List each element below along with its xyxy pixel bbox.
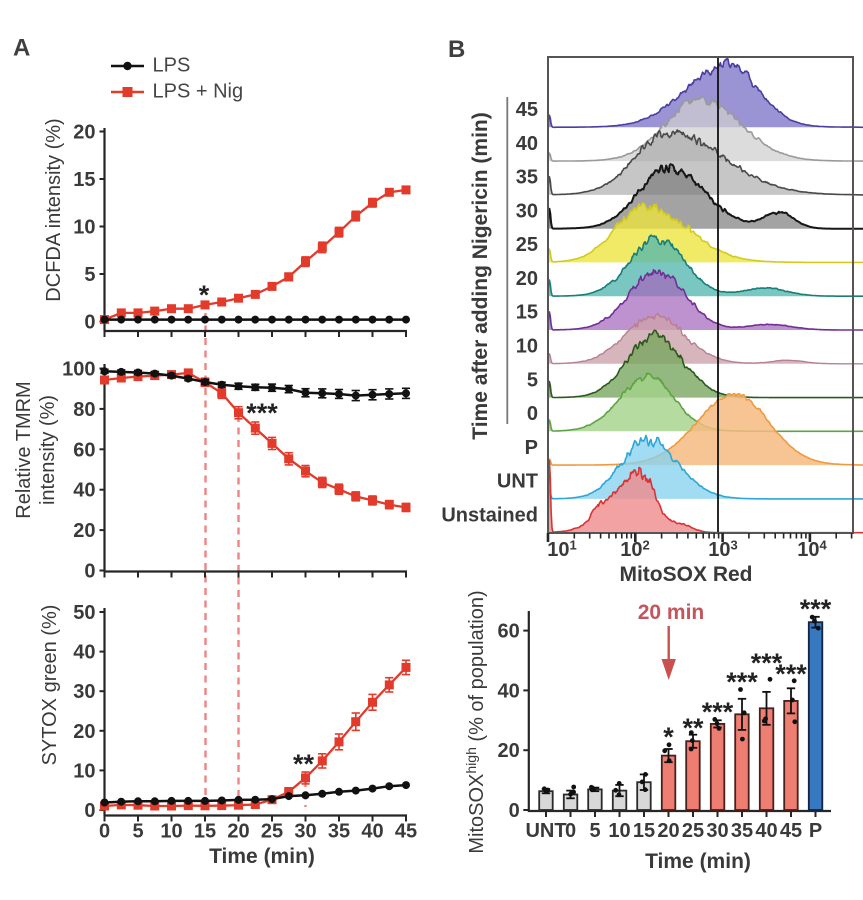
svg-text:**: **: [293, 749, 315, 779]
svg-text:*: *: [663, 722, 674, 752]
svg-text:60: 60: [73, 439, 95, 461]
svg-text:20: 20: [516, 268, 538, 290]
svg-text:***: ***: [246, 398, 278, 428]
svg-text:35: 35: [516, 167, 538, 189]
svg-text:20 min: 20 min: [638, 601, 705, 624]
svg-text:Time (min): Time (min): [209, 845, 315, 868]
svg-text:0: 0: [99, 821, 110, 843]
svg-text:***: ***: [702, 697, 734, 727]
svg-text:20: 20: [73, 721, 95, 743]
svg-text:50: 50: [73, 602, 95, 624]
svg-text:0: 0: [84, 561, 95, 583]
svg-text:103: 103: [708, 538, 737, 562]
svg-text:0: 0: [527, 403, 538, 425]
svg-text:P: P: [525, 437, 538, 459]
svg-text:MitoSOX Red: MitoSOX Red: [619, 563, 752, 586]
svg-text:intensity (%): intensity (%): [37, 395, 59, 505]
svg-text:UNT: UNT: [497, 471, 538, 493]
svg-text:Time (min): Time (min): [645, 850, 751, 873]
svg-text:80: 80: [73, 399, 95, 421]
svg-text:DCFDA intensity (%): DCFDA intensity (%): [43, 118, 65, 301]
svg-text:15: 15: [73, 169, 95, 191]
svg-text:15: 15: [633, 820, 655, 842]
svg-text:0: 0: [565, 820, 576, 842]
svg-text:LPS: LPS: [153, 55, 191, 77]
svg-text:40: 40: [361, 821, 383, 843]
svg-text:5: 5: [132, 821, 143, 843]
svg-text:***: ***: [726, 667, 758, 697]
svg-text:15: 15: [516, 302, 538, 324]
svg-text:***: ***: [751, 648, 783, 678]
svg-text:Time after adding Nigericin (m: Time after adding Nigericin (min): [469, 112, 492, 440]
svg-text:30: 30: [73, 681, 95, 703]
svg-text:20: 20: [227, 821, 249, 843]
svg-text:40: 40: [73, 642, 95, 664]
svg-text:25: 25: [682, 820, 704, 842]
svg-text:Unstained: Unstained: [441, 504, 538, 526]
svg-text:5: 5: [527, 369, 538, 391]
svg-text:20: 20: [73, 520, 95, 542]
svg-text:***: ***: [800, 594, 832, 624]
svg-text:101: 101: [547, 538, 576, 562]
svg-text:30: 30: [706, 820, 728, 842]
svg-text:10: 10: [608, 820, 630, 842]
svg-text:P: P: [809, 820, 822, 842]
svg-text:MitoSOXhigh (% of population): MitoSOXhigh (% of population): [463, 590, 488, 853]
svg-text:10: 10: [516, 336, 538, 358]
svg-text:60: 60: [498, 621, 520, 643]
svg-text:10: 10: [73, 760, 95, 782]
svg-text:45: 45: [780, 820, 802, 842]
svg-text:40: 40: [498, 680, 520, 702]
svg-text:10: 10: [73, 217, 95, 239]
svg-text:20: 20: [657, 820, 679, 842]
svg-text:LPS + Nig: LPS + Nig: [153, 81, 244, 103]
svg-text:45: 45: [516, 99, 538, 121]
svg-text:*: *: [199, 280, 210, 310]
svg-text:45: 45: [395, 821, 417, 843]
svg-text:102: 102: [620, 538, 649, 562]
svg-text:Relative TMRM: Relative TMRM: [13, 381, 35, 518]
svg-text:35: 35: [328, 821, 350, 843]
svg-text:5: 5: [589, 820, 600, 842]
svg-text:30: 30: [294, 821, 316, 843]
svg-text:**: **: [682, 713, 704, 743]
svg-text:25: 25: [261, 821, 283, 843]
svg-text:25: 25: [516, 234, 538, 256]
svg-text:B: B: [448, 36, 465, 63]
svg-text:35: 35: [731, 820, 753, 842]
svg-text:UNT: UNT: [525, 820, 566, 842]
svg-text:0: 0: [84, 800, 95, 822]
svg-text:100: 100: [62, 359, 95, 381]
svg-text:A: A: [13, 35, 30, 62]
svg-text:***: ***: [775, 659, 807, 689]
svg-text:40: 40: [755, 820, 777, 842]
svg-text:SYTOX green (%): SYTOX green (%): [39, 605, 61, 766]
svg-text:0: 0: [84, 312, 95, 334]
svg-text:0: 0: [509, 800, 520, 822]
svg-text:30: 30: [516, 200, 538, 222]
svg-text:40: 40: [516, 133, 538, 155]
svg-text:15: 15: [194, 821, 216, 843]
svg-text:5: 5: [84, 264, 95, 286]
svg-text:10: 10: [160, 821, 182, 843]
svg-text:20: 20: [73, 122, 95, 144]
svg-text:40: 40: [73, 480, 95, 502]
svg-text:20: 20: [498, 740, 520, 762]
